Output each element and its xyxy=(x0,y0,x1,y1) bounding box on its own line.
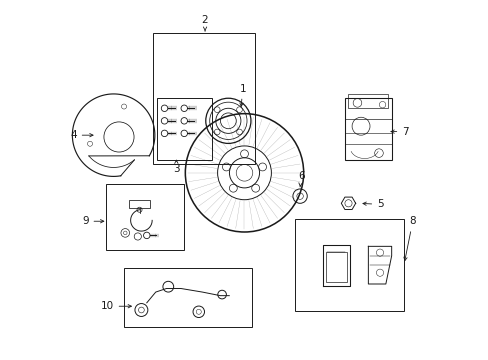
Text: 8: 8 xyxy=(403,216,415,261)
Text: 5: 5 xyxy=(362,199,383,210)
Text: 10: 10 xyxy=(100,301,131,311)
Text: 7: 7 xyxy=(390,127,408,136)
Bar xyxy=(348,94,387,108)
Text: 3: 3 xyxy=(173,160,179,174)
Bar xyxy=(344,98,391,160)
Bar xyxy=(156,98,212,160)
Bar xyxy=(128,200,150,208)
Text: 9: 9 xyxy=(81,216,103,226)
Text: 6: 6 xyxy=(297,171,304,187)
Bar xyxy=(153,33,255,164)
Text: 2: 2 xyxy=(202,15,208,31)
Bar xyxy=(106,184,183,250)
Text: 4: 4 xyxy=(70,130,93,140)
Text: 1: 1 xyxy=(239,84,245,106)
Bar xyxy=(325,252,346,282)
Bar xyxy=(124,268,251,327)
Bar xyxy=(294,220,403,311)
